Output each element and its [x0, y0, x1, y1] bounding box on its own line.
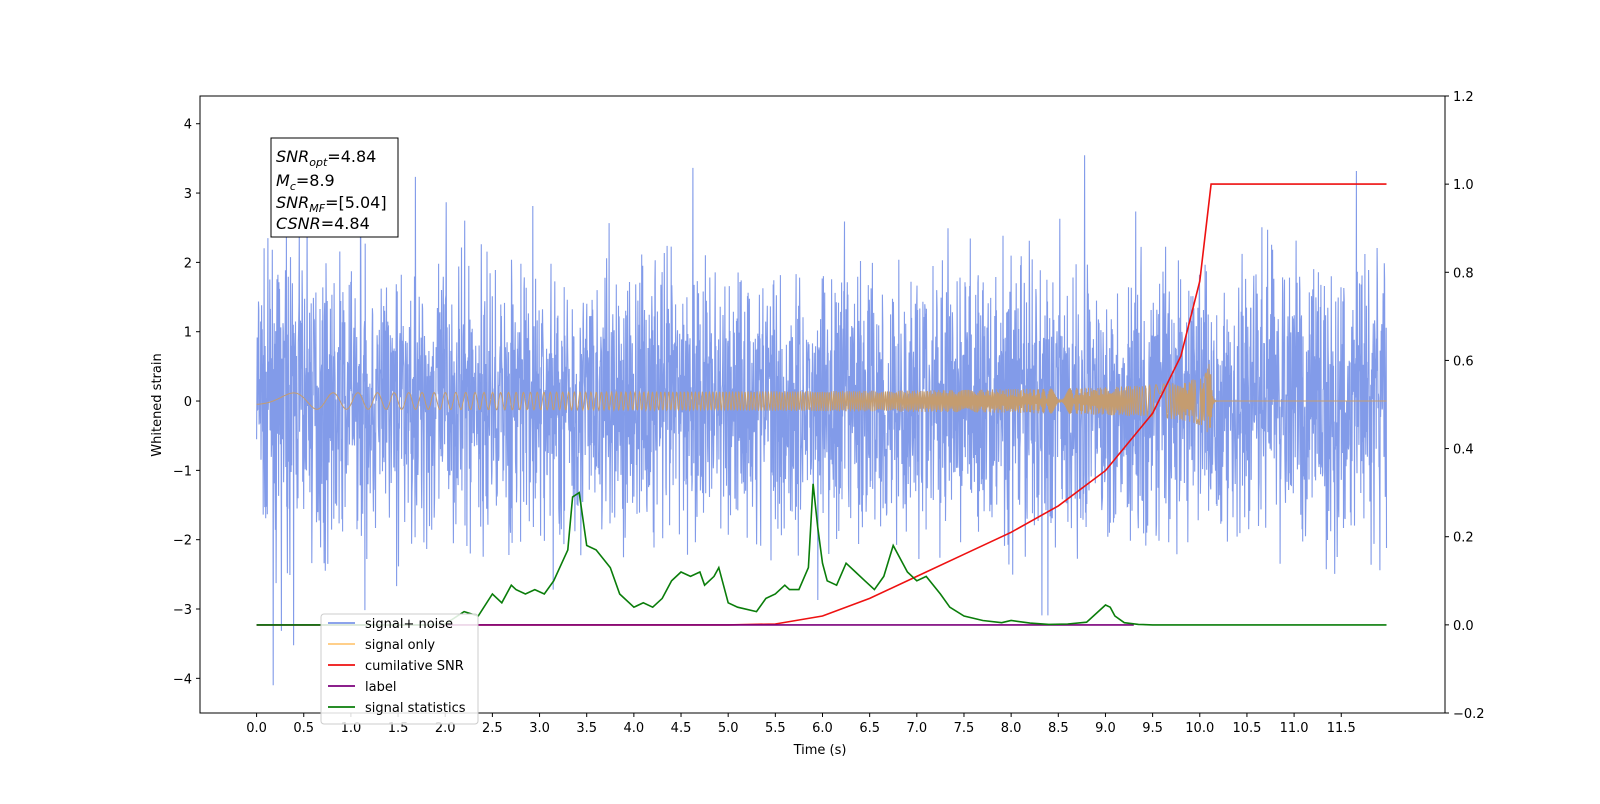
y-tick-label: −1	[173, 464, 192, 479]
x-tick-label: 10.5	[1232, 721, 1261, 736]
annotation-box: SNRopt=4.84 Mc=8.9 SNRMF=[5.04] CSNR=4.8…	[270, 137, 399, 238]
y2-tick-label: 0.8	[1453, 266, 1474, 281]
series-signal-noise	[256, 155, 1388, 686]
x-tick-label: 10.0	[1185, 721, 1214, 736]
y2-tick-label: 1.0	[1453, 178, 1474, 193]
x-tick-label: 11.0	[1280, 721, 1309, 736]
y2-tick-label: −0.2	[1453, 707, 1485, 722]
x-tick-label: 11.5	[1327, 721, 1356, 736]
x-tick-label: 8.5	[1048, 721, 1069, 736]
annotation-frame	[270, 137, 399, 238]
y-tick-label: 4	[184, 118, 192, 133]
annotation-csnr: CSNR=4.84	[276, 214, 370, 233]
x-tick-label: 2.0	[435, 721, 456, 736]
y2-tick-label: 0.0	[1453, 619, 1474, 634]
x-tick-label: 1.5	[388, 721, 409, 736]
x-tick-label: 8.0	[1001, 721, 1022, 736]
x-tick-label: 9.5	[1142, 721, 1163, 736]
x-tick-label: 5.0	[718, 721, 739, 736]
y-tick-label: −3	[173, 603, 192, 618]
y-tick-label: 0	[184, 395, 192, 410]
annotation-snr-mf: SNRMF=[5.04]	[276, 193, 387, 215]
x-tick-label: 7.5	[954, 721, 975, 736]
annotation-snr-opt: SNRopt=4.84	[276, 147, 376, 169]
y2-tick-label: 1.2	[1453, 90, 1474, 105]
y-tick-label: 2	[184, 256, 192, 271]
legend-frame	[320, 613, 479, 725]
y-tick-label: 1	[184, 326, 192, 341]
legend-label: signal statistics	[365, 701, 466, 716]
legend-label: label	[365, 680, 396, 695]
x-tick-label: 3.5	[576, 721, 597, 736]
x-tick-label: 0.0	[246, 721, 267, 736]
x-tick-label: 5.5	[765, 721, 786, 736]
legend: signal+ noise signal only cumilative SNR la…	[320, 613, 479, 725]
legend-label: cumilative SNR	[365, 659, 464, 674]
x-tick-label: 6.0	[812, 721, 833, 736]
x-tick-label: 9.0	[1095, 721, 1116, 736]
x-tick-label: 3.0	[529, 721, 550, 736]
x-tick-label: 0.5	[293, 721, 314, 736]
x-tick-label: 6.5	[859, 721, 880, 736]
x-tick-label: 7.0	[906, 721, 927, 736]
x-tick-label: 1.0	[341, 721, 362, 736]
legend-label: signal only	[365, 638, 435, 653]
y2-tick-label: 0.2	[1453, 531, 1474, 546]
y-axis-right: 1.2 1.0 0.8 0.6 0.4 0.2 0.0 −0.2	[1445, 90, 1485, 722]
plot-series	[256, 155, 1388, 686]
annotation-mc: Mc=8.9	[276, 171, 335, 193]
legend-entries: signal+ noise signal only cumilative SNR la…	[328, 617, 466, 716]
x-axis: 0.0 0.5 1.0 1.5 2.0 2.5 3.0 3.5 4.0 4.5 5.0 5.5 6.0 6…	[246, 713, 1356, 736]
x-tick-label: 4.5	[671, 721, 692, 736]
y-tick-label: 3	[184, 187, 192, 202]
y2-tick-label: 0.4	[1453, 443, 1474, 458]
y-axis-left: 4 3 2 1 0 −1 −2 −3 −4	[173, 118, 200, 687]
series-signal-only	[256, 363, 1387, 433]
series-cumilative-snr	[256, 183, 1387, 626]
y2-tick-label: 0.6	[1453, 354, 1474, 369]
y-axis-label: Whitened strain	[150, 353, 165, 456]
series-signal-statistics	[256, 483, 1387, 626]
y-tick-label: −4	[173, 672, 192, 687]
legend-label: signal+ noise	[365, 617, 453, 632]
x-axis-label: Time (s)	[793, 743, 847, 758]
x-tick-label: 2.5	[482, 721, 503, 736]
x-tick-label: 4.0	[624, 721, 645, 736]
y-tick-label: −2	[173, 534, 192, 549]
